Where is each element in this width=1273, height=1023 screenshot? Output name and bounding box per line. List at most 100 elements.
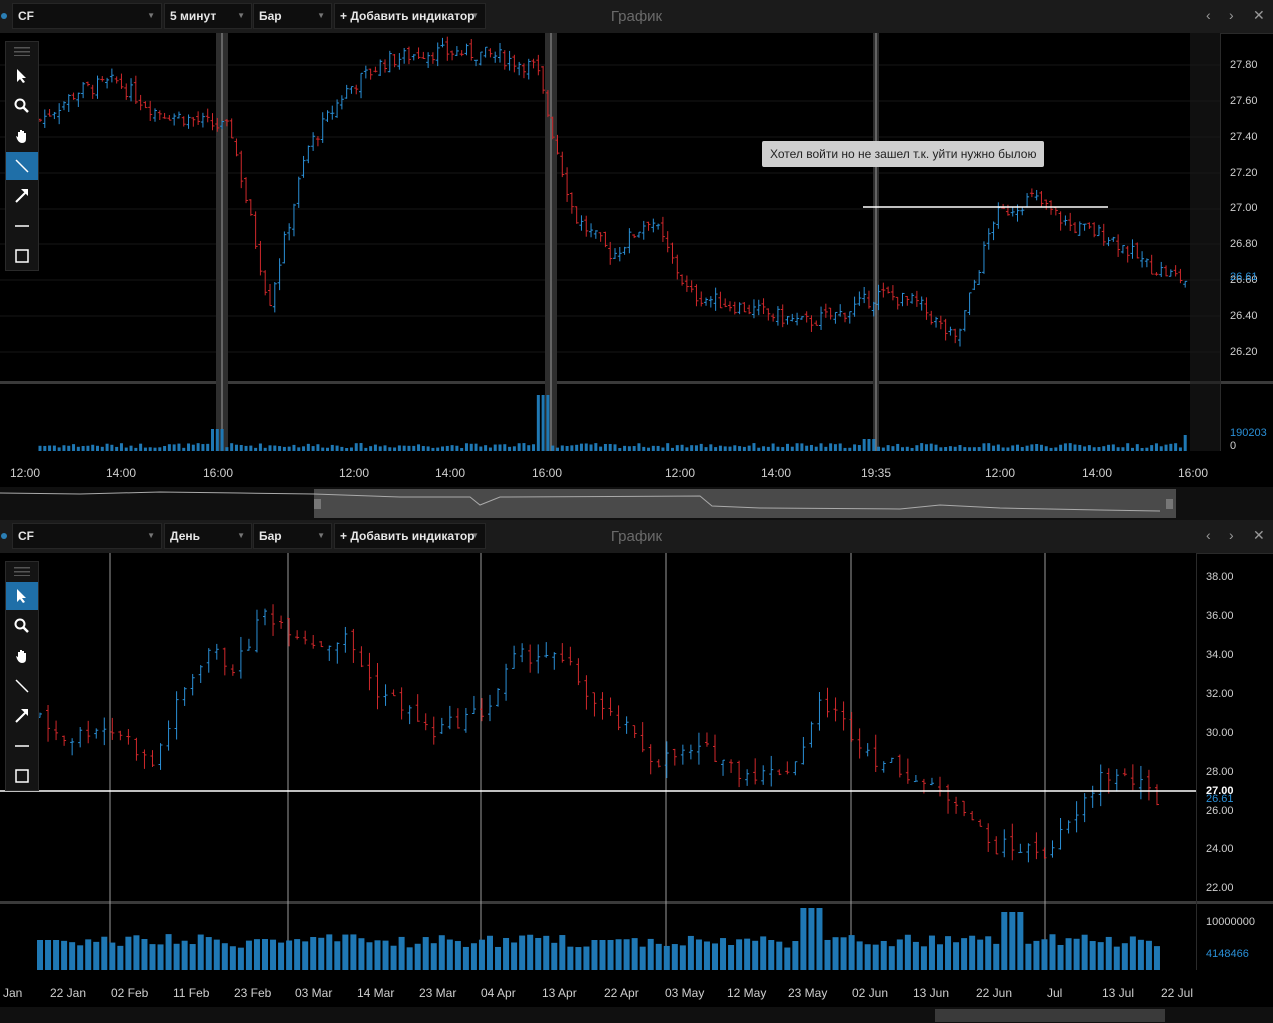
price-tick: 27.00	[1230, 202, 1258, 214]
horizontal-line-icon[interactable]	[6, 732, 38, 760]
menu-icon[interactable]	[6, 42, 38, 60]
volume-bar	[1145, 940, 1152, 970]
volume-bar	[589, 444, 593, 451]
volume-bar	[326, 447, 329, 451]
volume-bar	[781, 447, 785, 451]
hand-icon[interactable]	[6, 122, 38, 150]
volume-bar	[948, 446, 952, 451]
arrow-tool-icon[interactable]	[6, 702, 38, 730]
volume-bar	[570, 445, 574, 451]
volume-bar	[342, 934, 349, 970]
rectangle-icon[interactable]	[6, 242, 38, 270]
volume-bar	[651, 445, 655, 451]
line-tool-icon[interactable]	[6, 672, 38, 700]
top-chart-kind-select[interactable]: Бар ▼	[253, 3, 332, 29]
volume-bar	[511, 942, 518, 970]
volume-bar	[632, 446, 636, 451]
volume-bar	[1068, 443, 1072, 451]
collapse-left-icon[interactable]: ‹	[1206, 527, 1211, 543]
price-tick: 24.00	[1206, 843, 1234, 855]
top-symbol-field[interactable]: CF ▼	[12, 3, 162, 29]
volume-bar	[928, 935, 935, 970]
volume-bar	[1025, 943, 1032, 970]
volume-bar	[1001, 447, 1005, 451]
time-tick: 14:00	[1082, 466, 1113, 480]
volume-bar	[412, 445, 416, 451]
bottom-price-chart[interactable]	[0, 553, 1273, 1023]
pointer-icon[interactable]	[6, 582, 38, 610]
top-interval-select[interactable]: 5 минут ▼	[164, 3, 252, 29]
volume-bar	[1065, 938, 1072, 970]
volume-bar	[229, 946, 236, 970]
volume-bar	[532, 444, 536, 451]
zoom-icon[interactable]	[6, 92, 38, 120]
volume-bar	[1039, 444, 1043, 451]
volume-bar	[1041, 939, 1048, 970]
volume-bar	[1097, 942, 1104, 970]
chart-annotation-note[interactable]: Хотел войти но не зашел т.к. уйти нужно …	[762, 141, 1045, 167]
volume-bar	[718, 445, 722, 451]
price-tick: 27.60	[1230, 95, 1258, 107]
close-icon[interactable]: ✕	[1253, 7, 1265, 23]
volume-bar	[109, 942, 116, 970]
zoom-icon[interactable]	[6, 612, 38, 640]
chevron-down-icon: ▼	[147, 531, 155, 540]
volume-bar	[335, 445, 339, 451]
bottom-interval-select[interactable]: День ▼	[164, 523, 252, 549]
volume-bar	[776, 941, 783, 970]
volume-bar	[663, 945, 670, 970]
close-icon[interactable]: ✕	[1253, 527, 1265, 543]
volume-bar	[139, 443, 143, 451]
line-tool-icon[interactable]	[6, 152, 38, 180]
volume-bar	[213, 939, 220, 970]
horizontal-line-icon[interactable]	[6, 212, 38, 240]
volume-bar	[709, 444, 713, 451]
volume-bar	[364, 447, 368, 451]
volume-bar	[639, 946, 646, 970]
volume-bar	[776, 446, 780, 451]
volume-bar	[464, 443, 468, 451]
menu-icon[interactable]	[6, 562, 38, 580]
bottom-add-indicator-button[interactable]: + Добавить индикатор ▼	[334, 523, 486, 549]
volume-bar	[345, 447, 349, 451]
chevron-down-icon: ▼	[317, 531, 325, 540]
volume-bar	[450, 445, 454, 451]
volume-bar	[800, 908, 807, 970]
date-tick: 11 Feb	[173, 986, 210, 1000]
volume-bar	[699, 443, 703, 451]
volume-bar	[694, 445, 698, 451]
bottom-symbol-field[interactable]: CF ▼	[12, 523, 162, 549]
volume-bar	[125, 936, 132, 970]
collapse-left-icon[interactable]: ‹	[1206, 7, 1211, 23]
date-tick: Jan	[3, 986, 23, 1000]
volume-bar	[963, 447, 967, 451]
volume-bar	[795, 443, 799, 451]
rectangle-icon[interactable]	[6, 762, 38, 790]
volume-bar	[915, 445, 919, 451]
volume-bar	[728, 446, 732, 451]
top-price-chart[interactable]	[0, 33, 1273, 520]
volume-bar	[172, 444, 176, 451]
chevron-down-icon: ▼	[147, 11, 155, 20]
top-add-indicator-button[interactable]: + Добавить индикатор ▼	[334, 3, 486, 29]
bottom-chart-kind-select[interactable]: Бар ▼	[253, 523, 332, 549]
volume-bar	[1059, 444, 1063, 451]
volume-bar	[1073, 938, 1080, 970]
collapse-right-icon[interactable]: ›	[1229, 7, 1234, 23]
date-tick: 13 Jul	[1102, 986, 1135, 1000]
volume-bar	[1129, 936, 1136, 970]
volume-bar	[608, 443, 612, 451]
volume-bar	[714, 447, 718, 451]
collapse-right-icon[interactable]: ›	[1229, 527, 1234, 543]
volume-bar	[1001, 912, 1008, 970]
volume-bar	[1126, 443, 1130, 451]
date-tick: 22 Jan	[50, 986, 87, 1000]
arrow-tool-icon[interactable]	[6, 182, 38, 210]
pointer-icon[interactable]	[6, 62, 38, 90]
volume-bar	[321, 447, 325, 451]
volume-bar	[647, 938, 654, 970]
volume-bar	[69, 942, 76, 970]
volume-bar	[495, 946, 502, 970]
hand-icon[interactable]	[6, 642, 38, 670]
volume-bar	[37, 940, 43, 970]
